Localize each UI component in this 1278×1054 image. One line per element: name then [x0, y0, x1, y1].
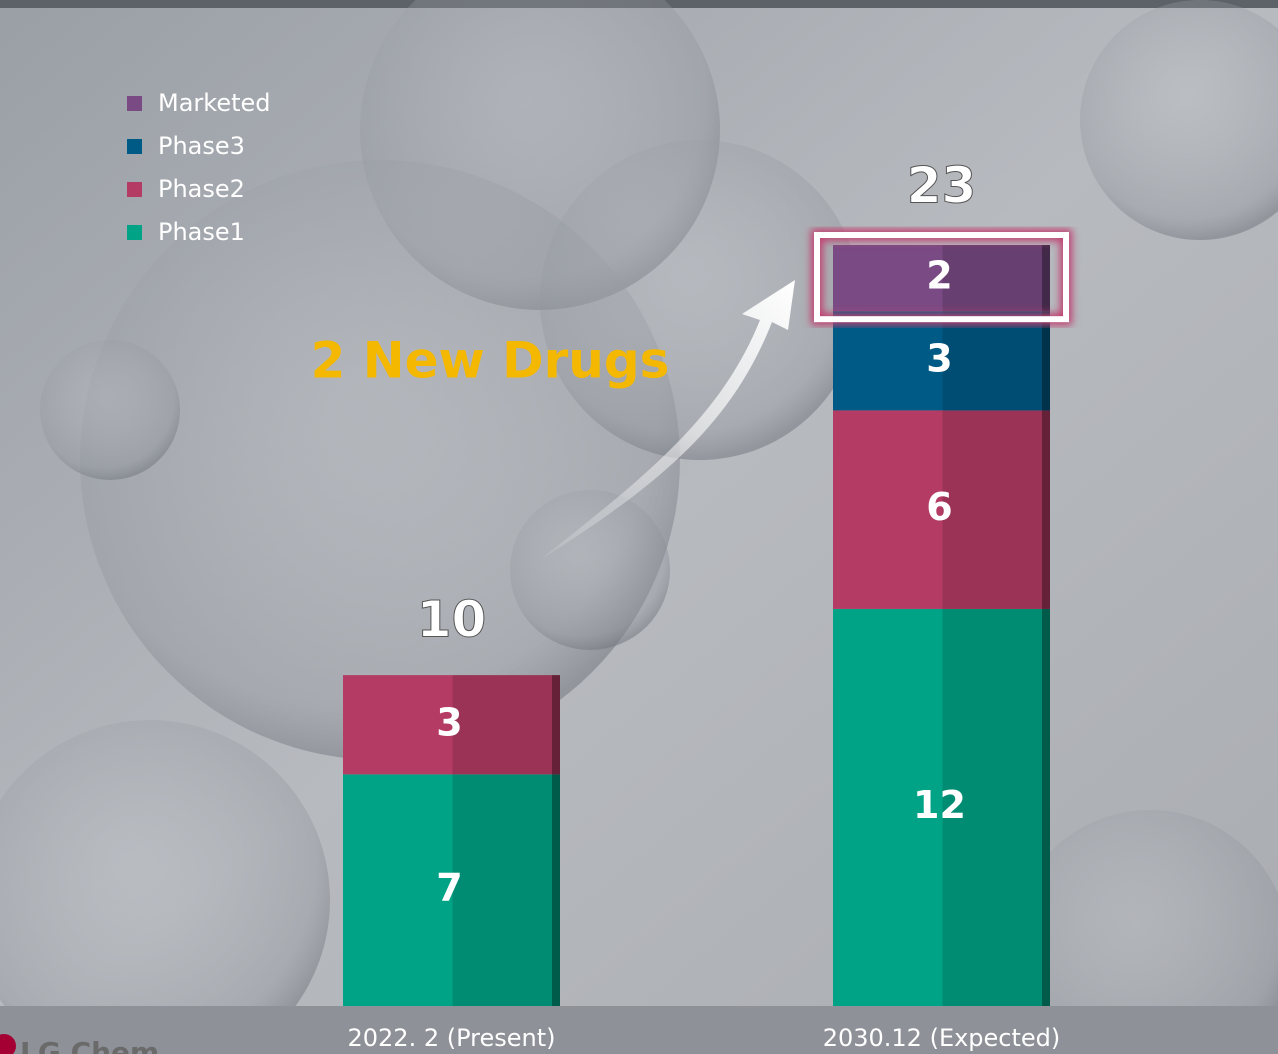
bar-shade [942, 311, 1050, 411]
value-label: 6 [926, 485, 952, 529]
bar-edge [552, 774, 560, 1006]
logo-icon [0, 1034, 16, 1054]
bar-shade [452, 675, 560, 775]
bar-shade [452, 774, 560, 1006]
bar-shade [942, 245, 1050, 312]
value-label: 2 [926, 254, 952, 298]
x-tick-label: 2022. 2 (Present) [347, 1024, 555, 1052]
bar-edge [1042, 311, 1050, 411]
bar-segment [833, 245, 1050, 312]
bar-edge [1042, 245, 1050, 312]
legend-swatch [127, 139, 142, 154]
bar-segment [343, 675, 560, 775]
bar-segment [833, 410, 1050, 609]
x-tick-label: 2030.12 (Expected) [823, 1024, 1061, 1052]
legend-label: Phase3 [158, 132, 245, 160]
bar-edge [552, 675, 560, 775]
bar-edge [1042, 410, 1050, 609]
bar-segment [833, 311, 1050, 411]
total-label: 23 [907, 157, 977, 215]
legend-swatch [127, 182, 142, 197]
total-label: 10 [417, 591, 487, 649]
bar-edge [1042, 608, 1050, 1006]
legend-label: Phase1 [158, 218, 245, 246]
value-label: 3 [926, 336, 952, 380]
bar-shade [942, 608, 1050, 1006]
bar-segment [833, 608, 1050, 1006]
highlight-box [814, 232, 1069, 323]
value-label: 12 [913, 783, 966, 827]
legend-label: Phase2 [158, 175, 245, 203]
bar-segment [343, 774, 560, 1006]
bottom-strip [0, 1006, 1278, 1054]
legend-swatch [127, 225, 142, 240]
value-label: 7 [436, 866, 462, 910]
legend-label: Marketed [158, 89, 271, 117]
arrow [540, 280, 795, 560]
logo: LG Chem [20, 1036, 159, 1054]
legend-swatch [127, 96, 142, 111]
annotation: 2 New Drugs [311, 332, 670, 390]
bar-shade [942, 410, 1050, 609]
value-label: 3 [436, 700, 462, 744]
